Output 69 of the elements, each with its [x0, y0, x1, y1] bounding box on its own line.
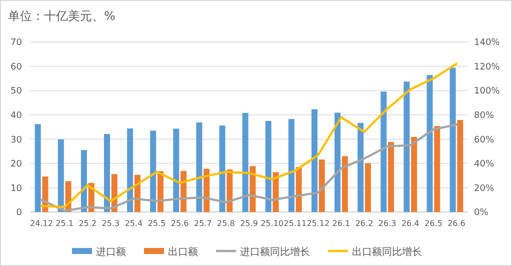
y-tick-label: 50: [10, 86, 22, 97]
x-tick-label: 25.6: [170, 219, 189, 228]
bar: [104, 134, 110, 212]
y-tick-label: 20: [10, 160, 22, 170]
y2-tick-label: 80%: [474, 111, 494, 122]
x-tick-label: 25.11: [284, 219, 307, 228]
y2-tick-label: 0%: [474, 208, 489, 218]
bar: [342, 156, 348, 212]
x-tick-label: 25.12: [306, 219, 330, 228]
legend-label: 出口额: [168, 246, 198, 258]
bar: [358, 122, 364, 212]
chart-title: 单位：十亿美元、%: [8, 9, 116, 23]
bar: [58, 139, 64, 212]
y-tick-label: 70: [10, 38, 22, 48]
bar: [450, 68, 456, 212]
x-tick-label: 25.1: [56, 219, 74, 228]
bar: [404, 82, 410, 212]
bar: [388, 142, 394, 212]
y-tick-label: 30: [10, 135, 22, 146]
x-tick-label: 25.4: [124, 219, 143, 228]
bar: [242, 112, 248, 212]
x-tick-label: 25.10: [260, 219, 284, 228]
y2-tick-label: 100%: [474, 86, 500, 97]
bar: [311, 109, 318, 212]
y2-tick-label: 120%: [474, 62, 500, 72]
line-series: [40, 62, 458, 208]
bar: [250, 166, 256, 212]
x-tick-label: 25.3: [102, 219, 120, 228]
legend-label: 进口额: [96, 246, 126, 258]
y-tick-label: 0: [16, 208, 22, 218]
x-tick-label: 24.12: [30, 219, 53, 228]
bar: [426, 75, 433, 212]
y2-tick-label: 20%: [474, 184, 494, 194]
bar: [80, 150, 87, 212]
bar: [34, 124, 41, 212]
y2-tick-label: 40%: [474, 160, 494, 170]
bar: [150, 130, 156, 212]
x-tick-label: 26.2: [355, 219, 374, 228]
bar: [318, 160, 325, 212]
x-tick-label: 26.6: [448, 219, 466, 228]
y-tick-label: 60: [10, 62, 22, 72]
bar: [334, 112, 341, 212]
x-tick-label: 25.9: [240, 219, 258, 228]
bar: [173, 128, 180, 212]
bar: [457, 120, 464, 212]
bar: [127, 128, 134, 212]
bar: [219, 126, 226, 212]
bar: [364, 163, 371, 212]
x-tick-label: 25.2: [78, 219, 97, 228]
bar: [434, 126, 440, 212]
y-tick-label: 40: [10, 111, 22, 122]
legend-label: 出口额同比增长: [352, 246, 422, 258]
y2-tick-label: 140%: [474, 38, 500, 48]
bar: [265, 120, 272, 212]
y-tick-label: 10: [10, 184, 22, 194]
x-tick-label: 26.4: [401, 219, 420, 228]
x-tick-label: 25.5: [148, 219, 166, 228]
x-tick-label: 25.8: [217, 219, 235, 228]
x-tick-label: 26.5: [424, 219, 442, 228]
bar: [380, 92, 387, 212]
x-tick-label: 26.3: [378, 219, 396, 228]
x-tick-label: 25.7: [194, 219, 212, 228]
bar: [196, 122, 202, 212]
legend-label: 进口额同比增长: [240, 246, 310, 258]
bar: [288, 118, 294, 212]
bar: [411, 136, 418, 212]
y2-tick-label: 60%: [474, 135, 494, 146]
x-tick-label: 26.1: [332, 219, 350, 228]
line-series: [40, 123, 458, 212]
